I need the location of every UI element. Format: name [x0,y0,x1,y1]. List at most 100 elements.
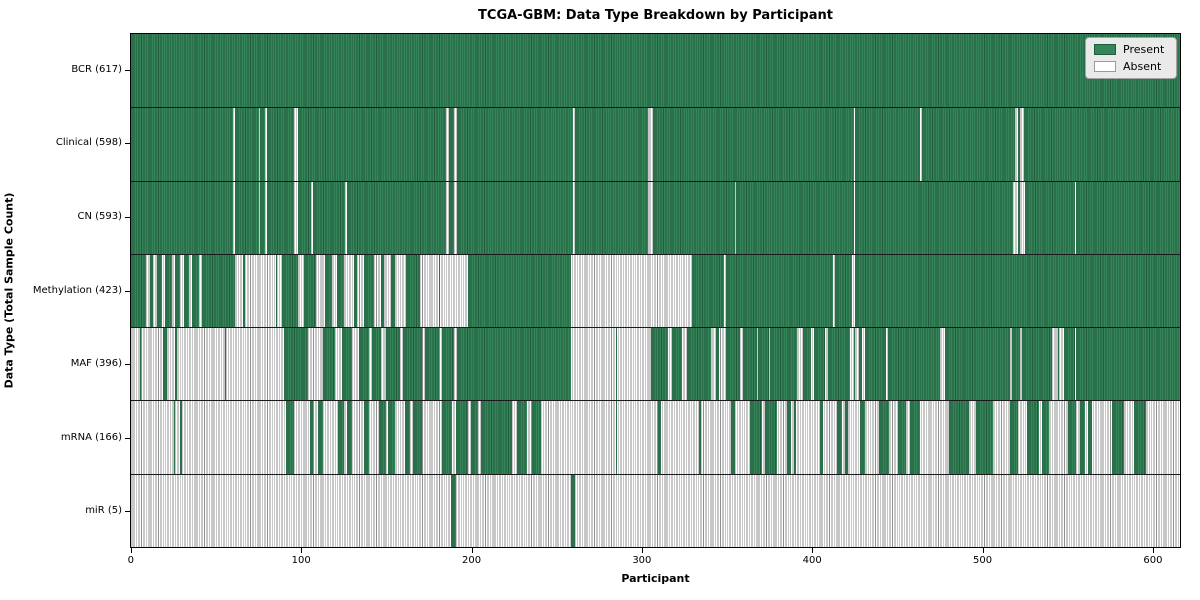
present-segment [743,328,757,401]
present-segment [139,328,142,401]
present-segment [413,401,422,474]
present-segment [975,401,993,474]
present-segment [853,328,856,401]
present-segment [726,254,834,328]
present-segment [574,181,648,254]
present-segment [341,328,352,401]
present-segment [260,108,266,181]
present-segment [1111,401,1124,474]
present-segment [403,328,422,401]
present-segment [284,328,308,401]
row-label-cn: CN (593) [77,210,122,222]
present-segment [770,328,798,401]
y-tick [125,69,130,71]
x-axis-label: Participant [621,572,690,585]
present-segment [845,401,849,474]
present-segment [425,328,439,401]
present-segment [1018,108,1021,181]
present-segment [1023,108,1180,181]
present-segment [363,401,370,474]
present-segment [834,254,852,328]
present-segment [175,328,177,401]
present-segment [455,401,468,474]
present-segment [1088,401,1092,474]
present-segment [652,108,854,181]
present-segment [749,401,762,474]
present-segment [686,328,711,401]
present-segment [358,328,369,401]
present-segment [1064,328,1075,401]
present-segment [234,108,259,181]
present-segment [698,401,701,474]
x-tick-label: 400 [802,555,822,566]
present-segment [1026,401,1039,474]
present-segment [516,401,528,474]
y-tick [125,511,130,513]
present-segment [1057,328,1060,401]
present-segment [438,254,441,328]
present-segment [450,474,456,547]
row-mrna [131,400,1180,474]
present-segment [909,401,920,474]
present-segment [448,181,455,254]
present-segment [338,401,344,474]
legend-entry-present: Present [1094,44,1168,55]
present-segment [1079,401,1085,474]
present-segment [828,328,851,401]
present-segment [379,401,387,474]
present-segment [658,401,662,474]
present-segment [442,401,453,474]
chart-title: TCGA-GBM: Data Type Breakdown by Partici… [478,8,833,23]
present-segment [855,181,1014,254]
present-segment [736,181,854,254]
present-segment [318,401,324,474]
present-segment [406,254,421,328]
legend: Present Absent [1085,37,1177,79]
x-tick-label: 500 [973,555,993,566]
present-segment [304,254,317,328]
present-segment [1042,401,1050,474]
x-tick-label: 300 [632,555,652,566]
present-segment [267,108,295,181]
y-tick [125,143,130,145]
row-label-mir: miR (5) [85,505,122,517]
present-segment [1021,328,1053,401]
present-segment [163,328,167,401]
present-segment [814,328,825,401]
present-segment [836,401,842,474]
present-segment [1018,181,1021,254]
present-segment [671,328,682,401]
present-segment [131,254,147,328]
x-tick [641,548,643,553]
present-segment [692,254,725,328]
present-segment [297,181,312,254]
x-tick [301,548,303,553]
present-segment [324,254,332,328]
row-label-clinical: Clinical (598) [55,137,122,149]
x-tick [1152,548,1154,553]
present-swatch-icon [1094,44,1116,55]
present-segment [481,401,512,474]
present-segment [879,401,890,474]
present-segment [165,254,172,328]
present-segment [192,254,199,328]
present-segment [794,401,796,474]
present-segment [131,108,233,181]
present-segment [202,254,235,328]
row-maf [131,327,1180,401]
present-segment [173,401,176,474]
plot-area [130,33,1181,548]
present-segment [758,328,769,401]
present-segment [1076,181,1180,254]
present-segment [1009,401,1019,474]
y-tick [125,290,130,292]
present-segment [1011,328,1021,401]
legend-label-absent: Absent [1123,60,1162,73]
x-tick [471,548,473,553]
y-tick [125,437,130,439]
present-segment [615,328,618,401]
present-segment [457,108,574,181]
present-segment [309,401,313,474]
present-segment [457,328,572,401]
